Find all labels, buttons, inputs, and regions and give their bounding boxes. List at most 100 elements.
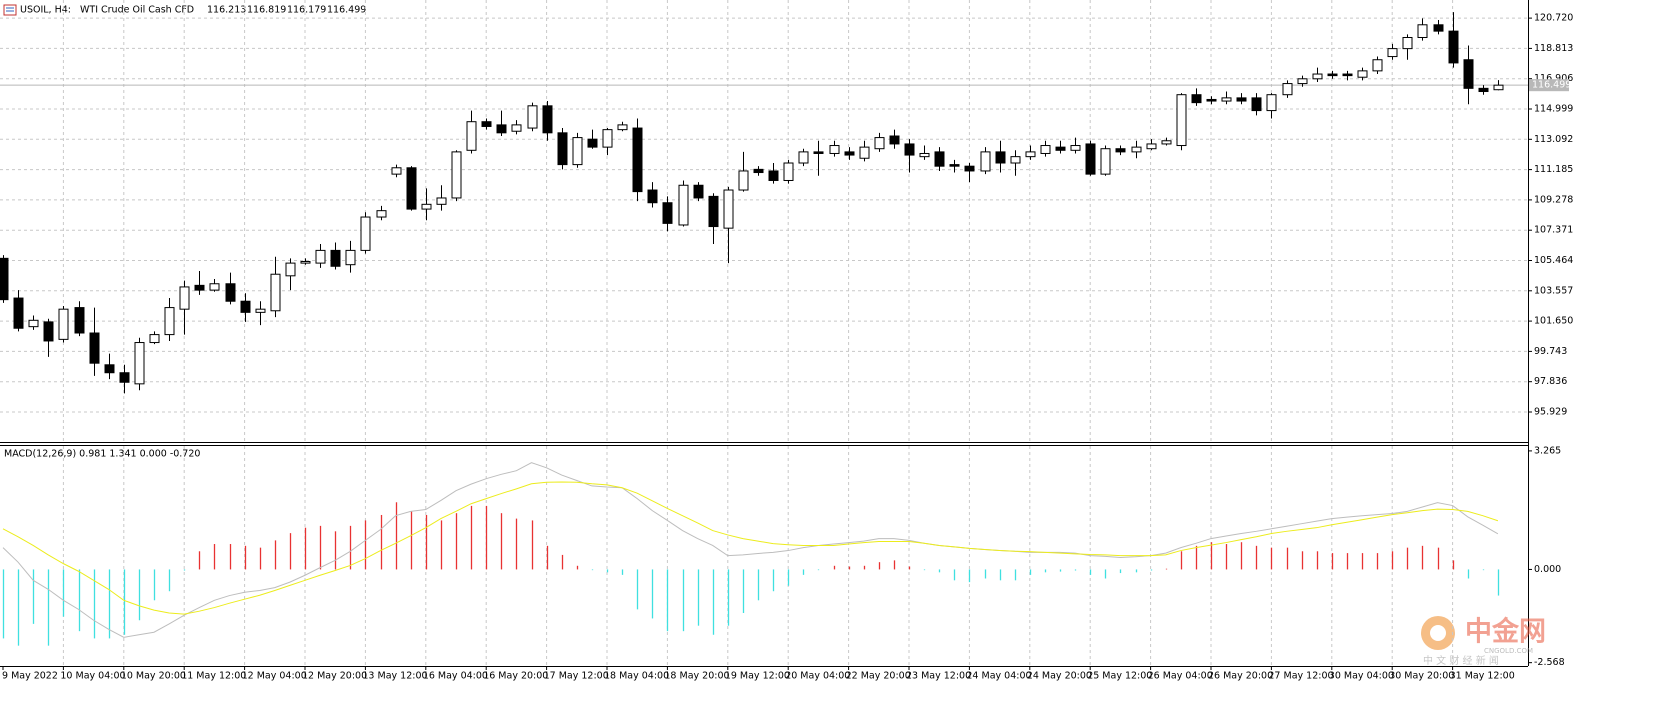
candle-body xyxy=(1282,83,1293,96)
candle-body xyxy=(58,308,69,340)
description: WTI Crude Oil Cash CFD xyxy=(80,5,194,16)
current-price-box xyxy=(1529,79,1569,92)
candle-body xyxy=(904,143,915,156)
x-tick-label: 11 May 12:00 xyxy=(181,671,246,682)
x-tick-label: 18 May 04:00 xyxy=(604,671,669,682)
x-tick-label: 18 May 20:00 xyxy=(664,671,729,682)
candle-body xyxy=(1463,59,1474,89)
candle-body xyxy=(209,283,220,291)
y-tick-label: 0.000 xyxy=(1534,564,1561,575)
candle-body xyxy=(194,284,205,291)
x-tick-label: 12 May 20:00 xyxy=(302,671,367,682)
candle-body xyxy=(738,170,749,191)
candle-body xyxy=(783,162,794,181)
y-tick-label: 99.743 xyxy=(1534,346,1567,357)
close-value: 116.499 xyxy=(327,5,366,16)
candle-body xyxy=(542,105,553,134)
candle-body xyxy=(980,151,991,172)
candle-body xyxy=(889,135,900,145)
candle-body xyxy=(874,137,885,150)
candle-body xyxy=(1417,24,1428,38)
x-tick-label: 24 May 20:00 xyxy=(1027,671,1092,682)
watermark: 中金网 CNGOLD.COM 中 文 财 经 新 闻 xyxy=(1421,616,1546,667)
candle-body xyxy=(0,257,9,301)
candle-body xyxy=(496,124,507,134)
watermark-brand: 中金网 xyxy=(1465,616,1546,648)
candle-body xyxy=(753,168,764,174)
candle-body xyxy=(511,124,522,132)
candle-body xyxy=(345,249,356,266)
y-tick-label: 97.836 xyxy=(1534,376,1567,387)
x-tick-label: 12 May 04:00 xyxy=(242,671,307,682)
candles xyxy=(0,12,1504,394)
y-tick-label: 120.720 xyxy=(1534,13,1573,24)
candle-body xyxy=(270,273,281,312)
candle-body xyxy=(285,262,296,277)
candle-body xyxy=(587,138,598,148)
candle-body xyxy=(104,364,115,374)
candle-body xyxy=(919,152,930,158)
candle-body xyxy=(315,249,326,264)
signal-line xyxy=(2,481,1499,615)
high-value: 116.819 xyxy=(247,5,286,16)
candle-body xyxy=(1206,98,1217,102)
y-tick-label: 114.999 xyxy=(1534,104,1573,115)
candle-body xyxy=(572,137,583,166)
x-tick-label: 31 May 12:00 xyxy=(1450,671,1515,682)
candle-body xyxy=(1266,94,1277,112)
candle-body xyxy=(768,170,779,181)
candle-body xyxy=(149,334,160,344)
candle-body xyxy=(678,184,689,226)
y-tick-label: 101.650 xyxy=(1534,316,1573,327)
candle-body xyxy=(134,342,145,385)
candle-body xyxy=(179,286,190,310)
candle-body xyxy=(376,210,387,218)
x-tick-label: 23 May 12:00 xyxy=(906,671,971,682)
y-tick-label: 116.906 xyxy=(1534,73,1573,84)
candle-body xyxy=(1100,148,1111,175)
x-tick-label: 24 May 04:00 xyxy=(966,671,1031,682)
candle-body xyxy=(934,151,945,167)
candle-body xyxy=(798,151,809,164)
candle-body xyxy=(1236,97,1247,102)
candle-body xyxy=(1493,84,1504,91)
watermark-tagline: 中 文 财 经 新 闻 xyxy=(1423,654,1499,667)
candle-body xyxy=(829,145,840,154)
candle-body xyxy=(164,307,175,336)
candle-body xyxy=(391,167,402,175)
candle-body xyxy=(859,146,870,159)
candle-body xyxy=(602,129,613,148)
candle-body xyxy=(360,216,371,251)
candle-body xyxy=(844,151,855,156)
x-tick-label: 16 May 20:00 xyxy=(483,671,548,682)
candle-body xyxy=(1161,140,1172,145)
candle-body xyxy=(1448,30,1459,64)
x-tick-label: 26 May 04:00 xyxy=(1148,671,1213,682)
y-tick-label: 95.929 xyxy=(1534,406,1567,417)
candle-body xyxy=(1176,94,1187,147)
candle-body xyxy=(13,297,24,329)
candle-body xyxy=(662,202,673,224)
candle-body xyxy=(1387,48,1398,58)
candle-body xyxy=(1055,146,1066,151)
candle-body xyxy=(1146,143,1157,150)
candle-body xyxy=(28,319,39,328)
candle-body xyxy=(436,197,447,205)
x-tick-label: 13 May 12:00 xyxy=(362,671,427,682)
x-tick-label: 30 May 20:00 xyxy=(1389,671,1454,682)
symbol: USOIL, H4: xyxy=(20,5,71,16)
candle-body xyxy=(1025,151,1036,158)
candle-body xyxy=(813,151,824,154)
candle-body xyxy=(300,261,311,264)
candle-body xyxy=(330,249,341,267)
candle-body xyxy=(89,332,100,364)
candle-body xyxy=(527,105,538,129)
x-tick-label: 25 May 12:00 xyxy=(1087,671,1152,682)
open-value: 116.213 xyxy=(207,5,246,16)
y-tick-label: 105.464 xyxy=(1534,255,1573,266)
candle-body xyxy=(1040,145,1051,154)
candle-body xyxy=(1070,145,1081,151)
candle-body xyxy=(1251,97,1262,112)
candle-body xyxy=(708,195,719,228)
candle-body xyxy=(119,372,130,383)
